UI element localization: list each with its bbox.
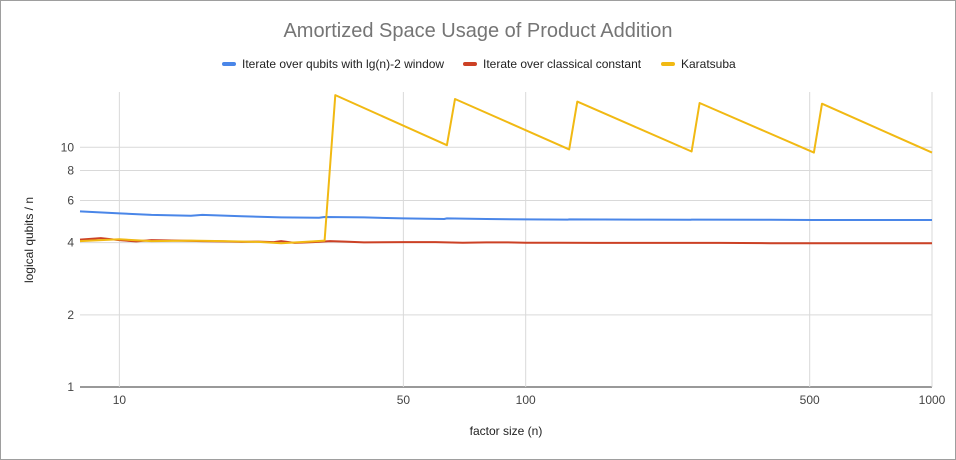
y-tick-label-8: 8 [67, 163, 74, 177]
tick-labels: 1 2 4 6 8 10 10 50 100 500 1000 [61, 140, 946, 407]
legend-swatch-series-3 [661, 61, 675, 66]
chart-title: Amortized Space Usage of Product Additio… [283, 20, 673, 42]
x-axis-title: factor size (n) [470, 424, 543, 438]
legend-swatch-series-1 [222, 61, 236, 66]
chart-legend: Iterate over qubits with lg(n)-2 window … [0, 57, 956, 75]
y-tick-label-4: 4 [67, 236, 74, 250]
series-line-3 [79, 94, 933, 245]
legend-item-series-3: Karatsuba [661, 57, 736, 71]
y-tick-label-2: 2 [67, 308, 74, 322]
series-lines [79, 94, 933, 245]
y-tick-label-6: 6 [67, 193, 74, 207]
legend-label-series-2: Iterate over classical constant [483, 57, 642, 71]
legend-swatch-series-2 [463, 61, 477, 66]
gridlines [80, 92, 933, 388]
legend-item-series-1: Iterate over qubits with lg(n)-2 window [222, 57, 444, 71]
x-tick-label-50: 50 [397, 393, 411, 407]
x-tick-label-1000: 1000 [919, 393, 946, 407]
y-tick-label-10: 10 [61, 140, 75, 154]
x-tick-label-10: 10 [113, 393, 127, 407]
y-axis-title: logical qubits / n [22, 197, 36, 283]
series-line-1 [79, 210, 932, 221]
legend-label-series-3: Karatsuba [681, 57, 736, 71]
x-tick-label-500: 500 [800, 393, 820, 407]
y-tick-label-1: 1 [67, 380, 74, 394]
legend-label-series-1: Iterate over qubits with lg(n)-2 window [242, 57, 445, 71]
legend-item-series-2: Iterate over classical constant [463, 57, 641, 71]
x-tick-label-100: 100 [516, 393, 536, 407]
